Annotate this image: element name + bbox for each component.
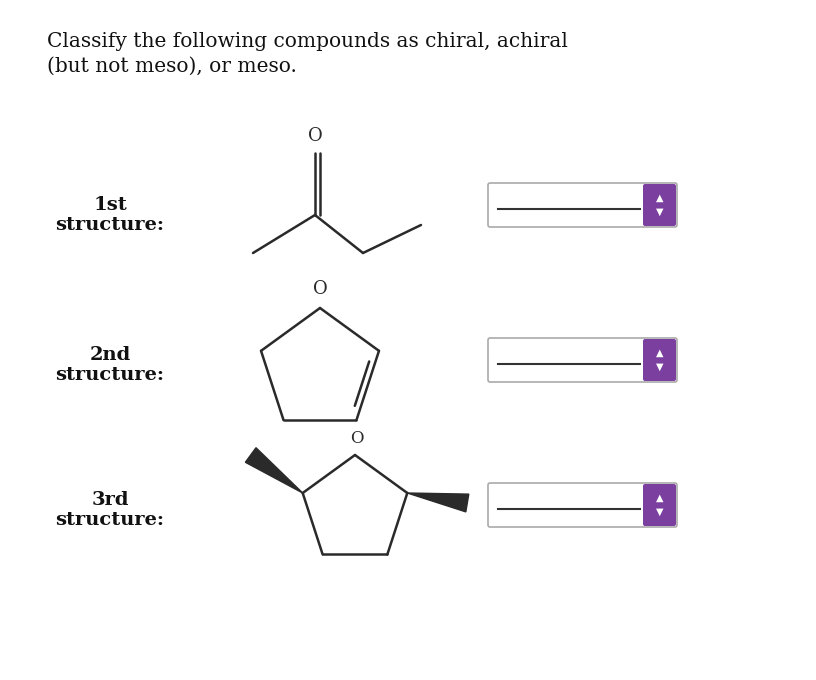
FancyBboxPatch shape: [488, 483, 677, 527]
FancyBboxPatch shape: [488, 338, 677, 382]
FancyBboxPatch shape: [643, 184, 676, 226]
FancyBboxPatch shape: [488, 183, 677, 227]
Polygon shape: [407, 493, 468, 512]
Polygon shape: [246, 447, 303, 493]
Text: 2nd
structure:: 2nd structure:: [55, 345, 165, 384]
FancyBboxPatch shape: [643, 339, 676, 381]
Text: ▲: ▲: [656, 493, 663, 503]
Text: (but not meso), or meso.: (but not meso), or meso.: [47, 57, 297, 76]
Text: O: O: [313, 280, 327, 298]
FancyBboxPatch shape: [643, 484, 676, 526]
Text: Classify the following compounds as chiral, achiral: Classify the following compounds as chir…: [47, 32, 568, 51]
Text: 1st
structure:: 1st structure:: [55, 196, 165, 235]
Text: 3rd
structure:: 3rd structure:: [55, 490, 165, 530]
Text: O: O: [350, 430, 364, 447]
Text: ▲: ▲: [656, 193, 663, 203]
Text: ▲: ▲: [656, 348, 663, 358]
Text: ▼: ▼: [656, 507, 663, 517]
Text: ▼: ▼: [656, 207, 663, 217]
Text: ▼: ▼: [656, 362, 663, 372]
Text: O: O: [308, 127, 322, 145]
